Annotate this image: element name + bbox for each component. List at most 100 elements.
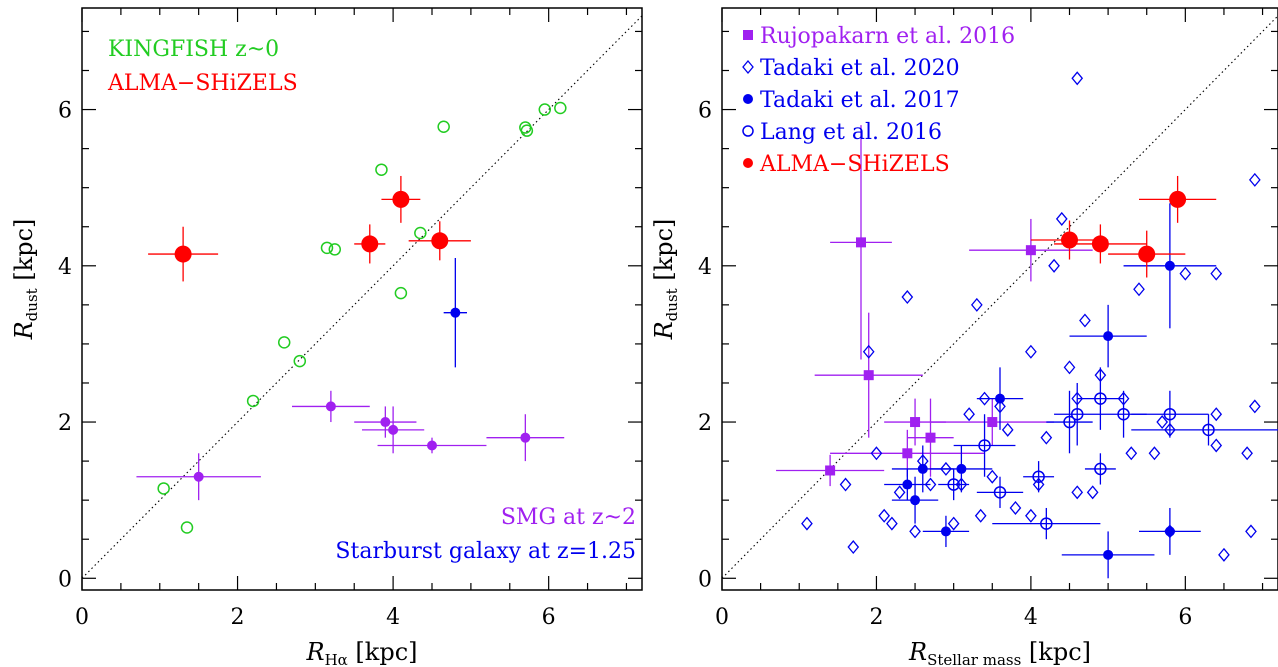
left-plot-area xyxy=(82,15,642,579)
right-tadaki-et-al-2020-point-1 xyxy=(839,477,852,492)
right-tadaki-et-al-2020-point-6 xyxy=(886,516,898,531)
right-tadaki-et-al-2020-point-12 xyxy=(940,461,952,476)
right-alma-shizels-point-1 xyxy=(1091,235,1109,253)
right-x-tick-label: 6 xyxy=(1178,605,1192,630)
right-tadaki-et-al-2020-point-17 xyxy=(974,508,987,523)
right-tadaki-et-al-2020-point-37 xyxy=(1125,446,1138,461)
left-alma-shizels-point-3 xyxy=(431,232,449,250)
right-tadaki-et-al-2020-point-18 xyxy=(978,391,991,406)
right-tadaki-et-al-2017-point-6 xyxy=(1103,331,1114,342)
left-x-axis-label: RHα [kpc] xyxy=(306,638,418,667)
left-kingfish-z-0-point-1 xyxy=(180,521,194,534)
right-rujopakarn-et-al-2016-point-1 xyxy=(856,237,866,248)
left-y-tick-label: 4 xyxy=(58,255,72,280)
right-tadaki-et-al-2020-point-44 xyxy=(1210,438,1223,453)
right-tadaki-et-al-2020-point-51 xyxy=(1248,172,1261,187)
left-smg-at-z-2-point-4 xyxy=(427,440,437,451)
right-rujopakarn-et-al-2016-point-0 xyxy=(825,465,836,476)
right-lang-et-al-2016-point-0 xyxy=(947,478,960,491)
right-legend-label-rujopakarn-et-al-2016: Rujopakarn et al. 2016 xyxy=(760,24,1015,49)
right-tadaki-et-al-2020-point-11 xyxy=(924,477,937,492)
right-tadaki-et-al-2020-point-39 xyxy=(1148,446,1161,461)
left-y-tick-label: 2 xyxy=(58,411,72,436)
right-tadaki-et-al-2020-point-22 xyxy=(1009,500,1022,515)
right-tadaki-et-al-2017-point-1 xyxy=(910,495,921,506)
right-tadaki-et-al-2020-point-0 xyxy=(801,516,813,531)
left-alma-shizels-point-1 xyxy=(361,235,379,253)
left-one-to-one-line xyxy=(82,15,642,579)
right-lang-et-al-2016-point-9 xyxy=(1117,407,1130,421)
right-lang-et-al-2016-point-4 xyxy=(1040,517,1053,530)
right-lang-et-al-2016-point-11 xyxy=(1202,423,1215,437)
right-tadaki-et-al-2017-point-5 xyxy=(995,393,1005,404)
right-tadaki-et-al-2020-point-15 xyxy=(963,407,975,422)
right-tadaki-et-al-2020-point-9 xyxy=(909,524,921,539)
left-y-tick-label: 0 xyxy=(58,567,72,592)
right-lang-et-al-2016-point-1 xyxy=(978,439,991,452)
right-lang-et-al-2016-point-7 xyxy=(1094,392,1107,405)
left-kingfish-z-0-point-10 xyxy=(437,120,450,133)
right-legend-marker-lang-et-al-2016 xyxy=(742,125,754,137)
right-legend-marker-alma-shizels xyxy=(743,158,753,168)
left-plot-frame xyxy=(81,7,643,591)
right-tadaki-et-al-2020-point-2 xyxy=(847,540,860,555)
left-starburst-galaxy-at-z-1-25-series xyxy=(443,257,467,368)
left-y-tick-label: 6 xyxy=(58,99,72,124)
left-kingfish-z-0-point-8 xyxy=(394,286,408,300)
right-lang-et-al-2016-point-8 xyxy=(1094,462,1107,476)
left-kingfish-z-0-point-5 xyxy=(320,241,334,255)
right-tadaki-et-al-2020-point-8 xyxy=(901,290,914,305)
right-tadaki-et-al-2020-point-3 xyxy=(862,344,875,359)
right-alma-shizels-series xyxy=(1030,175,1217,278)
right-lang-et-al-2016-point-10 xyxy=(1163,407,1177,421)
left-kingfish-z-0-point-4 xyxy=(293,354,307,368)
left-kingfish-z-0-point-9 xyxy=(414,226,427,240)
right-tadaki-et-al-2020-point-49 xyxy=(1245,524,1257,539)
right-tadaki-et-al-2020-point-46 xyxy=(1210,266,1223,281)
right-rujopakarn-et-al-2016-point-6 xyxy=(987,417,998,428)
right-rujopakarn-et-al-2016-point-3 xyxy=(902,448,913,459)
left-smg-at-z-2-point-0 xyxy=(193,471,204,482)
right-tadaki-et-al-2017-point-9 xyxy=(1164,526,1175,537)
right-y-tick-label: 2 xyxy=(698,411,712,436)
left-starburst-galaxy-at-z-1-25-point-0 xyxy=(450,307,461,318)
right-tadaki-et-al-2020-point-28 xyxy=(1055,211,1068,226)
left-smg-at-z-2-point-2 xyxy=(380,417,391,428)
right-tadaki-et-al-2017-point-8 xyxy=(1164,260,1175,271)
right-lang-et-al-2016-point-6 xyxy=(1070,407,1084,421)
left-smg-at-z-2-point-5 xyxy=(520,432,531,443)
left-kingfish-z-0-point-0 xyxy=(157,482,170,495)
left-kingfish-z-0-point-2 xyxy=(246,394,260,408)
right-tadaki-et-al-2020-point-16 xyxy=(970,297,983,312)
left-annotation-kingfish-z-0: KINGFISH z~0 xyxy=(108,37,279,62)
left-kingfish-z-0-point-14 xyxy=(554,101,567,115)
right-legend-marker-tadaki-et-al-2020 xyxy=(742,59,754,75)
right-tadaki-et-al-2020-point-47 xyxy=(1218,547,1230,562)
right-tadaki-et-al-2017-series xyxy=(884,203,1217,579)
left-x-tick-label: 6 xyxy=(542,605,556,630)
right-legend-label-tadaki-et-al-2017: Tadaki et al. 2017 xyxy=(760,88,960,113)
left-kingfish-z-0-series xyxy=(157,101,567,534)
right-tadaki-et-al-2020-point-24 xyxy=(1025,344,1037,359)
right-rujopakarn-et-al-2016-point-2 xyxy=(863,370,874,381)
left-y-axis-label: Rdust [kpc] xyxy=(10,219,41,341)
left-kingfish-z-0-point-3 xyxy=(277,336,291,349)
right-lang-et-al-2016-series xyxy=(938,367,1278,540)
right-tadaki-et-al-2020-point-27 xyxy=(1048,258,1060,273)
right-legend-label-lang-et-al-2016: Lang et al. 2016 xyxy=(760,120,942,145)
right-legend: Rujopakarn et al. 2016 Tadaki et al. 2020… xyxy=(742,24,1015,177)
right-tadaki-et-al-2017-point-7 xyxy=(1103,549,1114,560)
right-tadaki-et-al-2020-point-48 xyxy=(1241,446,1253,461)
right-tadaki-et-al-2020-point-40 xyxy=(1156,415,1169,430)
right-tadaki-et-al-2020-point-45 xyxy=(1210,407,1223,422)
right-tadaki-et-al-2020-point-4 xyxy=(870,446,883,461)
right-y-axis-label: Rdust [kpc] xyxy=(650,219,681,341)
right-tadaki-et-al-2017-point-2 xyxy=(917,463,928,474)
right-alma-shizels-point-0 xyxy=(1061,231,1078,249)
left-panel: 0 2 4 6 0 2 4 6 RHα [kpc] Rdust [kpc] KINGFISH z~0… xyxy=(10,7,643,667)
right-x-tick-label: 2 xyxy=(869,605,883,630)
left-x-tick-label: 0 xyxy=(75,605,89,630)
right-tadaki-et-al-2020-point-30 xyxy=(1071,485,1084,500)
right-rujopakarn-et-al-2016-point-7 xyxy=(1025,245,1036,256)
